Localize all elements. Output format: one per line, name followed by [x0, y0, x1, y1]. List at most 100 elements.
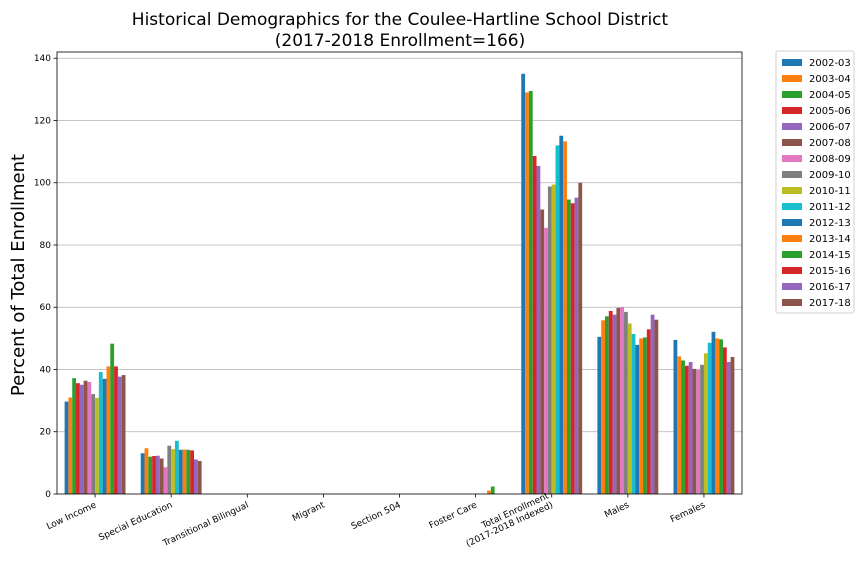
- bar-2006-07-6: [536, 165, 541, 494]
- legend-box: [775, 50, 855, 314]
- y-tick-label: 0: [45, 490, 51, 500]
- bars: [64, 73, 735, 495]
- bar-2015-16-0: [114, 366, 118, 494]
- bar-2003-04-7: [601, 320, 605, 494]
- legend-label-2006-07: 2006-07: [809, 122, 851, 133]
- bar-2012-13-1: [178, 449, 183, 494]
- legend-label-2009-10: 2009-10: [809, 170, 851, 181]
- bar-2013-14-7: [639, 338, 644, 494]
- legend-label-2008-09: 2008-09: [809, 154, 851, 165]
- bar-2002-03-8: [673, 339, 678, 494]
- chart-title: Historical Demographics for the Coulee-H…: [132, 10, 669, 30]
- x-tick-label-text: Migrant: [291, 500, 327, 524]
- bar-2010-11-0: [95, 397, 99, 494]
- legend-label-2012-13: 2012-13: [809, 218, 851, 229]
- bar-2009-10-7: [624, 311, 628, 494]
- x-tick-label-line: Females: [669, 500, 707, 525]
- bar-2016-17-7: [650, 314, 655, 494]
- legend-swatch-2008-09: [782, 155, 802, 162]
- legend-label-2017-18: 2017-18: [809, 298, 851, 309]
- bar-2007-08-0: [83, 380, 88, 494]
- bar-2017-18-8: [730, 357, 735, 494]
- x-tick-label-text: Males: [603, 500, 631, 520]
- x-tick-label-line: Migrant: [291, 500, 327, 524]
- bar-2006-07-8: [688, 362, 693, 494]
- x-tick-label-line: Special Education: [97, 500, 174, 543]
- legend-swatch-2015-16: [782, 267, 802, 274]
- x-tick-label-line: Low Income: [45, 500, 98, 532]
- bar-2009-10-1: [167, 445, 172, 494]
- bar-2008-09-0: [87, 381, 92, 494]
- bar-2005-06-1: [152, 456, 156, 494]
- bar-2017-18-0: [121, 375, 126, 494]
- bar-2004-05-7: [605, 316, 609, 494]
- bar-2006-07-1: [155, 455, 160, 494]
- x-tick-label-text: Section 504: [350, 500, 403, 532]
- bar-2016-17-1: [194, 459, 198, 494]
- bar-2017-18-7: [654, 319, 659, 494]
- bar-2007-08-1: [159, 458, 164, 494]
- x-tick-label: Total Enrollment(2017-2018 Indexed): [465, 491, 555, 549]
- bar-2014-15-6: [566, 199, 571, 495]
- bar-2010-11-7: [627, 323, 632, 494]
- legend-label-2010-11: 2010-11: [809, 186, 851, 197]
- legend-swatch-2012-13: [782, 219, 802, 226]
- bar-2007-08-6: [540, 209, 545, 494]
- bar-2014-15-7: [643, 337, 647, 494]
- bar-2004-05-0: [72, 378, 77, 494]
- y-tick-label: 20: [40, 428, 52, 438]
- legend-swatch-2002-03: [782, 59, 802, 66]
- bar-2004-05-8: [681, 360, 685, 494]
- legend-swatch-2004-05: [782, 91, 802, 98]
- legend-label-2005-06: 2005-06: [809, 106, 851, 117]
- bar-2014-15-0: [110, 343, 115, 494]
- legend-swatch-2014-15: [782, 251, 802, 258]
- legend-label-2016-17: 2016-17: [809, 282, 851, 293]
- x-tick-label-text: Transitional Bilingual: [161, 500, 251, 549]
- legend-swatch-2013-14: [782, 235, 802, 242]
- y-tick-label: 60: [40, 303, 52, 313]
- y-ticks: 0 20 40 60 80 100 120 140: [34, 54, 57, 500]
- bar-2013-14-8: [715, 338, 720, 494]
- legend-swatch-2005-06: [782, 107, 802, 114]
- x-tick-label-line: Males: [603, 500, 631, 520]
- bar-2008-09-6: [544, 227, 548, 494]
- legend-swatch-2011-12: [782, 203, 802, 210]
- bar-2012-13-8: [711, 331, 716, 494]
- x-tick-label-text: Special Education: [97, 500, 174, 543]
- x-tick-label-text: Low Income: [45, 500, 98, 532]
- bar-2011-12-7: [631, 334, 636, 494]
- bar-2006-07-0: [79, 384, 84, 494]
- bar-2005-06-6: [532, 155, 537, 494]
- bar-2013-14-6: [563, 141, 567, 494]
- bar-2013-14-0: [106, 366, 111, 494]
- bar-2017-18-1: [197, 461, 202, 494]
- bar-2017-18-6: [578, 182, 583, 494]
- bar-2004-05-1: [148, 456, 153, 494]
- legend-label-2013-14: 2013-14: [809, 234, 851, 245]
- x-tick-label-line: Section 504: [350, 500, 403, 532]
- y-tick-label: 140: [34, 54, 51, 64]
- x-tick-label-text: Females: [669, 500, 707, 525]
- bar-2012-13-7: [635, 344, 640, 494]
- bar-2011-12-0: [98, 371, 103, 494]
- bar-2010-11-8: [703, 353, 708, 494]
- bar-2003-04-1: [144, 448, 149, 494]
- x-tick-label-line: Transitional Bilingual: [161, 500, 251, 549]
- bar-2009-10-8: [700, 364, 704, 494]
- bar-2011-12-1: [174, 440, 179, 494]
- bar-2003-04-8: [677, 356, 682, 494]
- legend-swatch-2009-10: [782, 171, 802, 178]
- x-tick-label: Special Education: [97, 500, 174, 543]
- bar-2013-14-5: [487, 490, 491, 494]
- bar-2016-17-6: [574, 197, 579, 495]
- bar-2012-13-0: [102, 378, 107, 494]
- chart-subtitle: (2017-2018 Enrollment=166): [275, 31, 525, 51]
- legend-label-2011-12: 2011-12: [809, 202, 851, 213]
- bar-2008-09-8: [696, 369, 701, 494]
- x-tick-label: Section 504: [350, 500, 403, 532]
- x-tick-label: Males: [603, 500, 631, 520]
- legend-swatch-2007-08: [782, 139, 802, 146]
- bar-2002-03-6: [521, 73, 526, 495]
